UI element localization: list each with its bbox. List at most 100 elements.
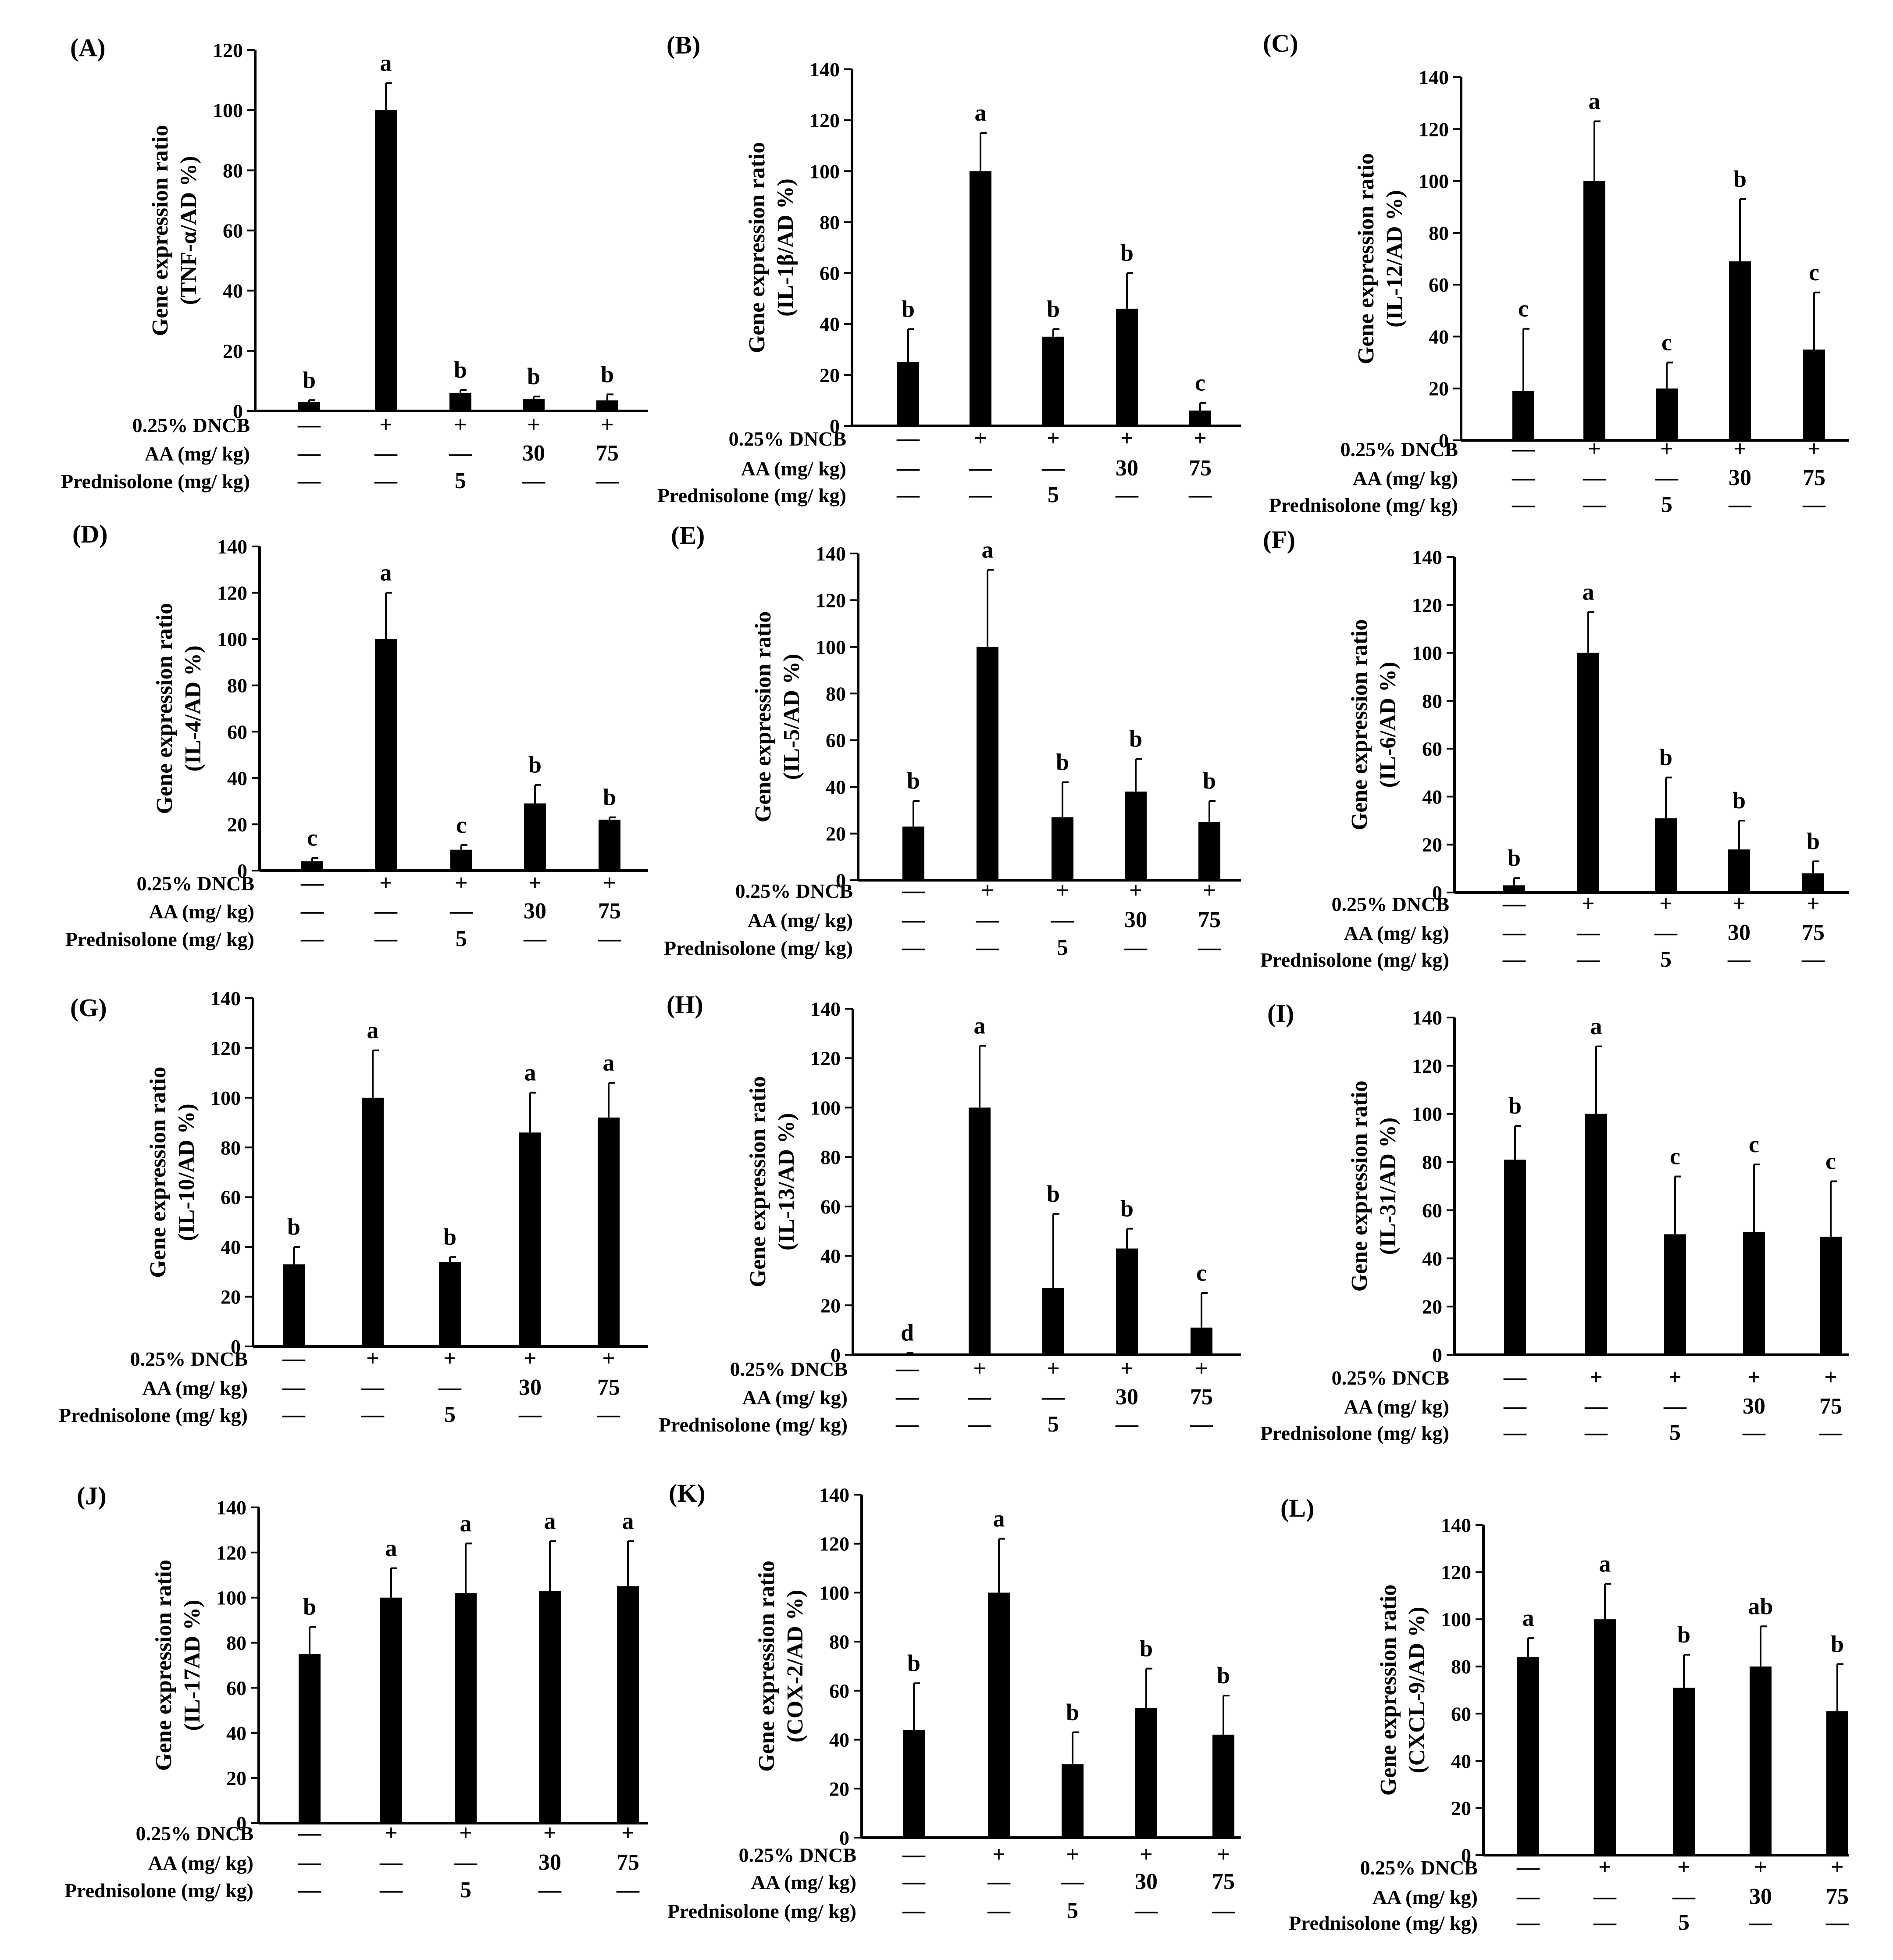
treatment-row-label: 0.25% DNCB — [735, 880, 853, 902]
treatment-row-label: 0.25% DNCB — [739, 1844, 856, 1866]
y-tick-label: 120 — [1412, 594, 1442, 616]
significance-letter: a — [975, 100, 987, 126]
treatment-cell: — — [595, 468, 619, 493]
y-tick-label: 40 — [221, 1236, 241, 1258]
treatment-row-label: AA (mg/ kg) — [1373, 1886, 1478, 1908]
y-tick-label: 40 — [820, 1245, 841, 1267]
treatment-cell: — — [902, 935, 925, 960]
treatment-cell: — — [374, 899, 398, 924]
treatment-cell: + — [973, 1356, 986, 1381]
y-tick-label: 40 — [1451, 1750, 1471, 1772]
treatment-row-label: Prednisolone (mg/ kg) — [664, 937, 853, 959]
y-tick-label: 0 — [237, 860, 247, 882]
y-axis-unit: (TNF-α/AD %) — [176, 156, 201, 305]
bar — [375, 110, 397, 411]
y-tick-label: 60 — [1429, 274, 1449, 296]
treatment-cell: — — [969, 482, 992, 507]
panel-label: (D) — [72, 520, 108, 548]
chart-panel-h: (H) 0 20 40 60 80 100 120 140 Gene expression rat… — [659, 990, 1241, 1437]
bar — [283, 1264, 305, 1346]
y-tick-label: 120 — [1412, 1055, 1442, 1077]
significance-letter: a — [993, 1506, 1005, 1532]
y-tick-label: 140 — [816, 543, 846, 565]
treatment-cell: 5 — [1669, 1420, 1681, 1445]
bar — [1826, 1711, 1848, 1855]
treatment-row-label: Prednisolone (mg/ kg) — [657, 484, 846, 507]
treatment-cell: — — [1512, 492, 1535, 517]
treatment-cell: — — [1512, 465, 1535, 490]
treatment-cell: — — [896, 426, 920, 451]
treatment-cell: 30 — [1124, 907, 1147, 932]
treatment-cell: — — [374, 468, 398, 493]
y-tick-label: 20 — [226, 1767, 246, 1789]
bar — [1673, 1688, 1695, 1855]
treatment-cell: — — [1749, 1910, 1772, 1935]
significance-letter: a — [974, 1013, 986, 1039]
y-tick-label: 80 — [1451, 1656, 1471, 1678]
chart-panel-i: (I) 0 20 40 60 80 100 120 140 Gene expression rat… — [1260, 999, 1849, 1445]
treatment-cell: 75 — [596, 441, 619, 466]
bar — [1125, 791, 1147, 880]
y-tick-label: 140 — [1412, 1007, 1442, 1029]
treatment-cell: — — [522, 468, 545, 493]
y-axis-unit: (IL-12/AD %) — [1382, 190, 1407, 327]
treatment-cell: — — [1502, 891, 1526, 916]
bar — [1802, 873, 1824, 893]
y-tick-label: 20 — [829, 1778, 849, 1800]
y-tick-label: 60 — [1451, 1703, 1471, 1725]
significance-letter: b — [1807, 828, 1820, 854]
treatment-cell: — — [1583, 492, 1606, 517]
treatment-row-label: AA (mg/ kg) — [1353, 467, 1458, 489]
significance-letter: c — [1809, 259, 1819, 286]
y-tick-label: 100 — [819, 1582, 849, 1604]
y-axis-title: Gene expression ratio — [754, 1560, 779, 1771]
y-tick-label: 100 — [1419, 170, 1449, 193]
significance-letter: b — [1140, 1635, 1153, 1662]
treatment-row-label: 0.25% DNCB — [730, 1358, 848, 1380]
treatment-cell: — — [1516, 1855, 1540, 1880]
significance-letter: b — [1047, 296, 1060, 322]
significance-letter: b — [303, 1594, 316, 1620]
treatment-cell: — — [1584, 1394, 1608, 1419]
significance-letter: a — [1599, 1550, 1611, 1577]
chart-panel-g: (G) 0 20 40 60 80 100 120 140 Gene expression rat… — [59, 987, 648, 1427]
y-tick-label: 40 — [223, 280, 243, 302]
y-tick-label: 20 — [1451, 1797, 1471, 1819]
bar — [1583, 181, 1605, 441]
y-axis-title: Gene expression ratio — [751, 611, 776, 822]
y-tick-label: 60 — [227, 721, 247, 743]
treatment-cell: — — [454, 1850, 478, 1875]
y-axis-title: Gene expression ratio — [745, 1076, 770, 1287]
bar — [455, 1593, 477, 1823]
panel-label: (L) — [1280, 1494, 1314, 1522]
bar — [539, 1591, 561, 1823]
significance-letter: b — [1733, 787, 1746, 814]
bar — [1512, 391, 1534, 440]
bar — [1594, 1619, 1616, 1855]
treatment-cell: — — [379, 1878, 403, 1903]
treatment-cell: — — [1742, 1420, 1766, 1445]
y-axis-title: Gene expression ratio — [151, 1560, 176, 1771]
significance-letter: b — [1120, 240, 1134, 266]
treatment-cell: — — [449, 899, 473, 924]
treatment-cell: — — [616, 1878, 640, 1903]
treatment-cell: 5 — [1660, 947, 1672, 972]
bar — [1803, 350, 1825, 440]
bar — [362, 1097, 384, 1346]
treatment-cell: — — [902, 1842, 926, 1867]
treatment-cell: 30 — [1135, 1869, 1158, 1894]
y-tick-label: 120 — [816, 589, 846, 611]
treatment-cell: — — [1198, 935, 1221, 960]
y-tick-label: 60 — [1422, 738, 1442, 760]
treatment-cell: — — [379, 1850, 403, 1875]
treatment-cell: + — [603, 871, 616, 896]
treatment-cell: 5 — [1678, 1910, 1690, 1935]
treatment-cell: — — [597, 1402, 620, 1427]
y-tick-label: 0 — [830, 415, 840, 437]
y-axis-title: Gene expression ratio — [1376, 1585, 1401, 1796]
bar — [298, 402, 320, 411]
y-tick-label: 20 — [820, 1294, 841, 1317]
significance-letter: b — [1831, 1631, 1844, 1657]
treatment-cell: 30 — [1749, 1884, 1772, 1909]
significance-letter: b — [902, 296, 915, 322]
